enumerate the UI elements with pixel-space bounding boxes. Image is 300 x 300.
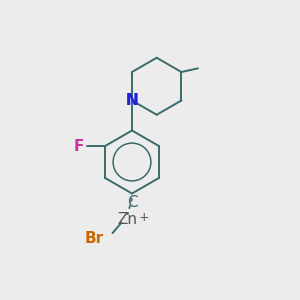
- Text: C: C: [127, 195, 137, 210]
- Text: N: N: [126, 93, 138, 108]
- Text: Zn: Zn: [118, 212, 137, 226]
- Text: +: +: [139, 211, 149, 224]
- Text: F: F: [74, 139, 84, 154]
- Text: N: N: [126, 93, 138, 108]
- Text: Br: Br: [84, 231, 104, 246]
